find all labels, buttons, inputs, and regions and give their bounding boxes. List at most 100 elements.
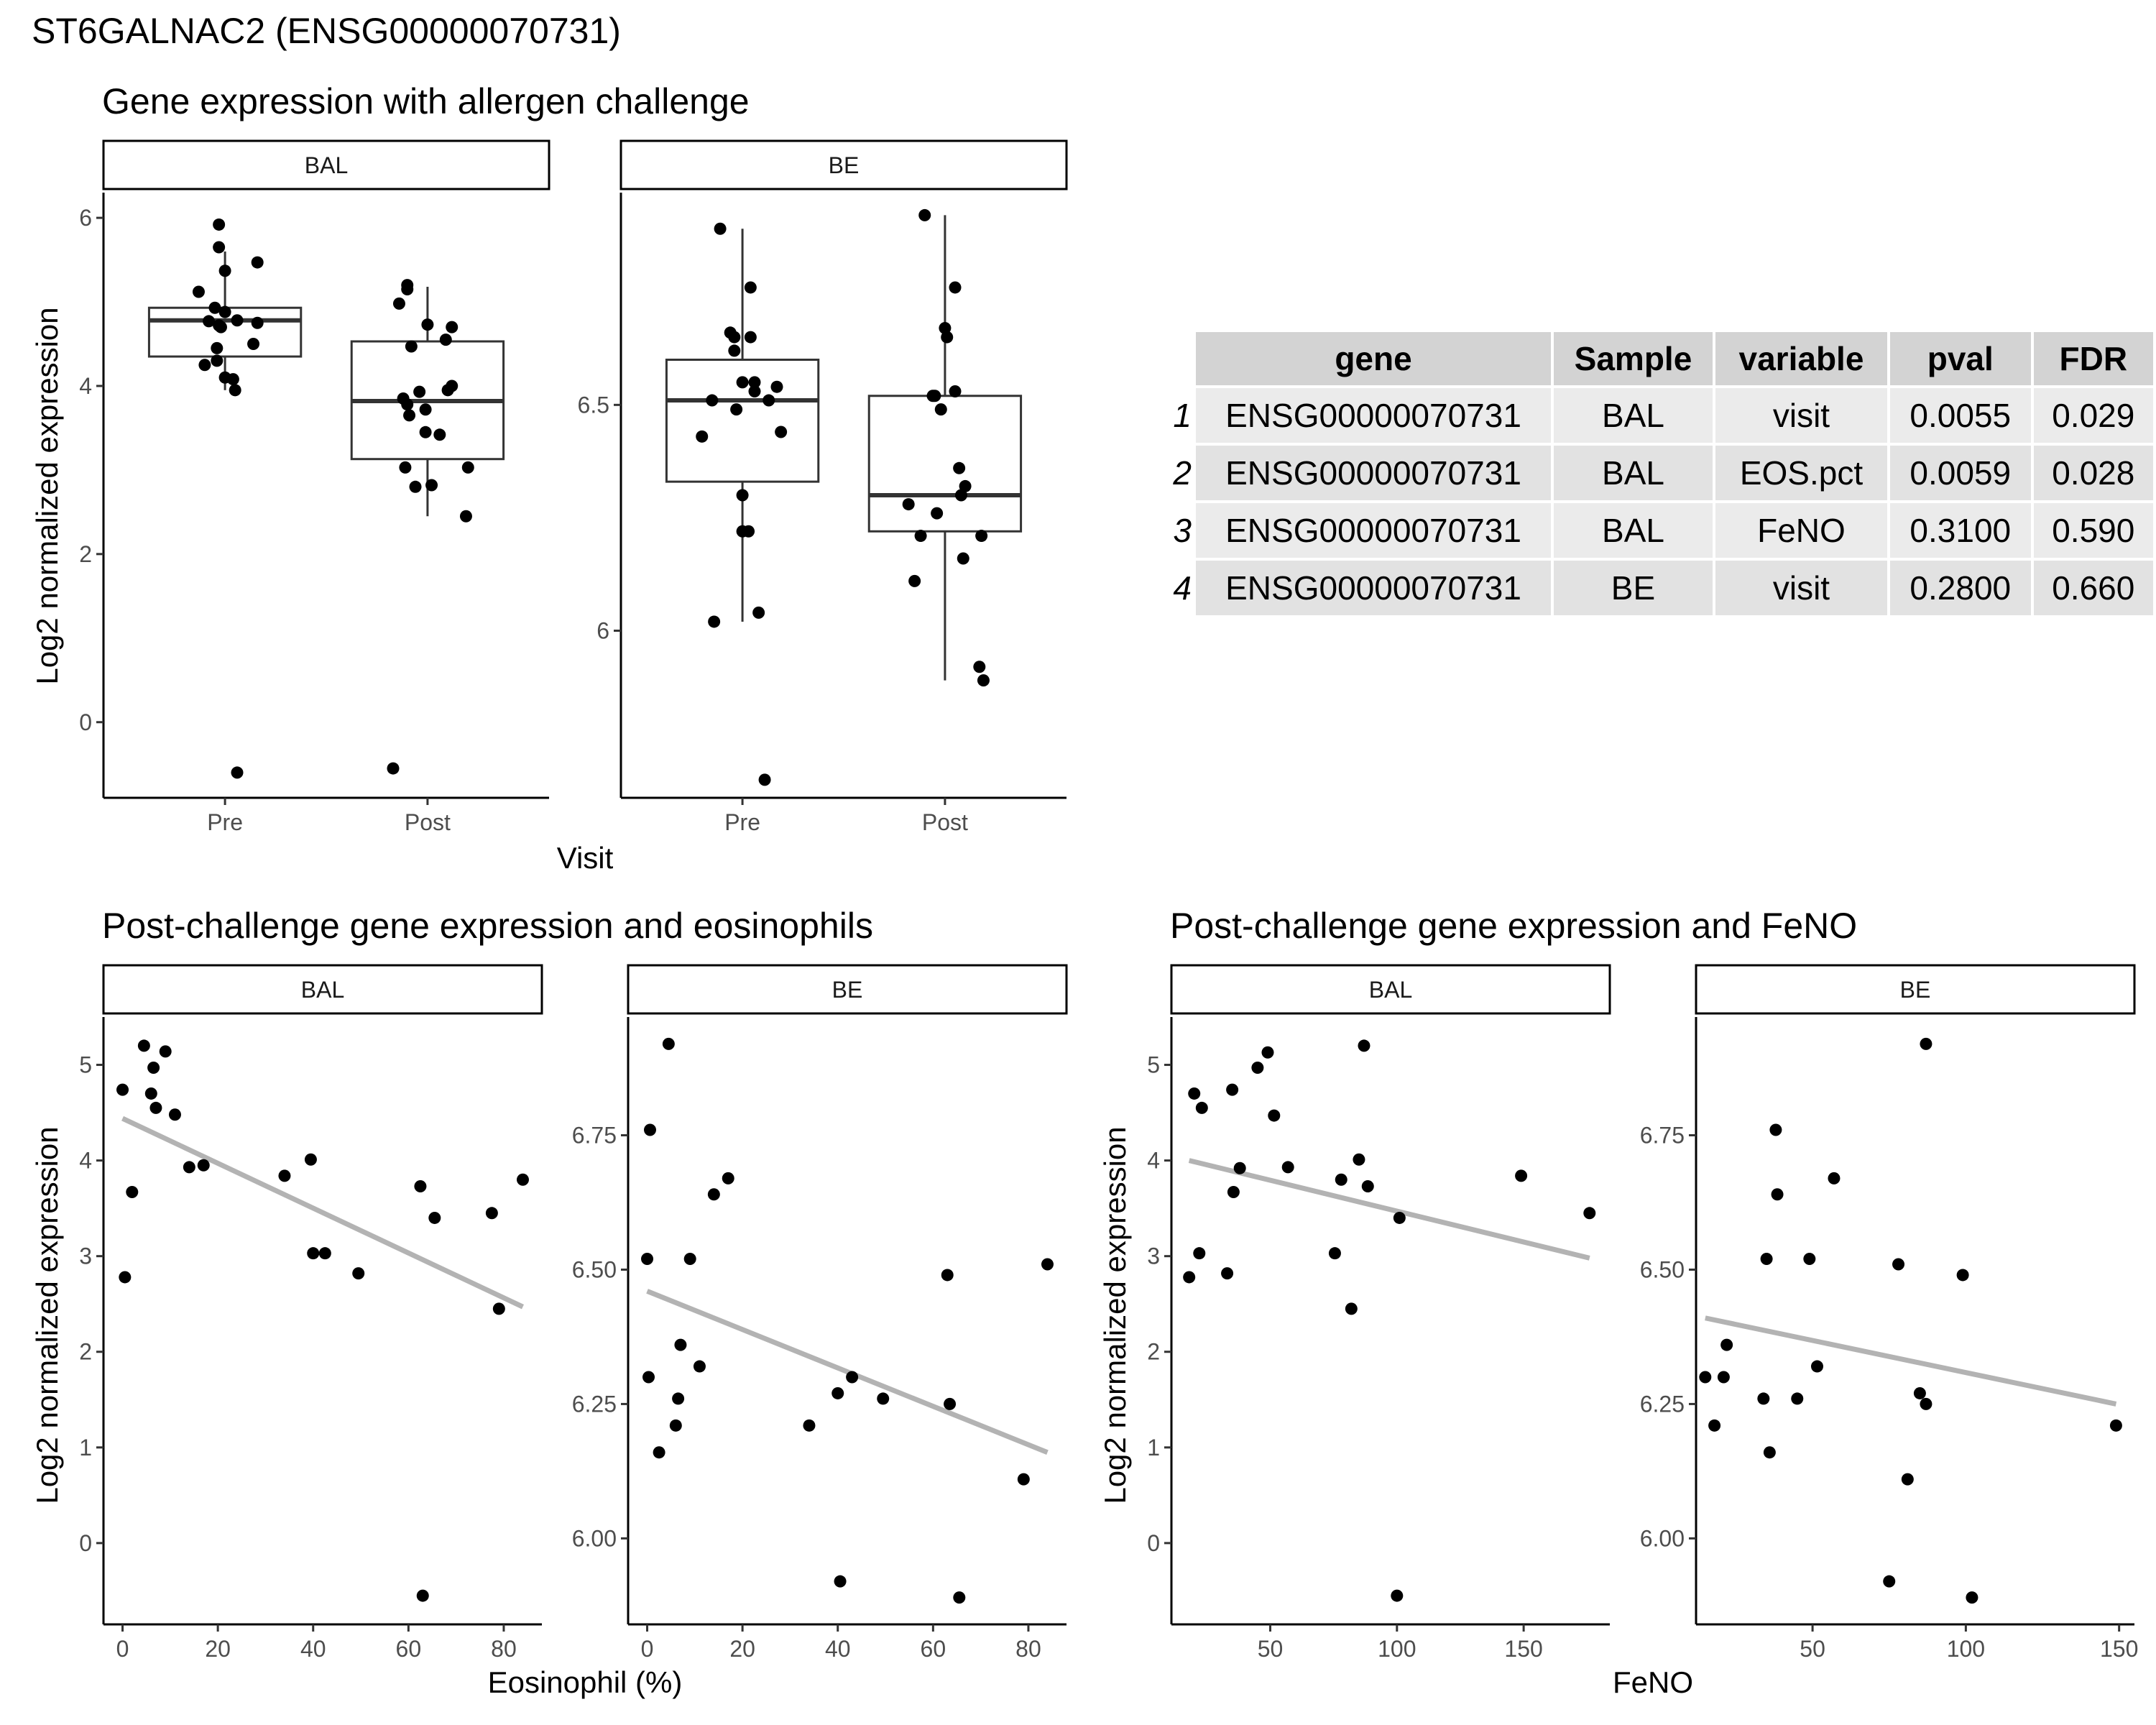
data-point: [459, 510, 472, 523]
data-point: [1345, 1302, 1358, 1315]
data-point: [231, 766, 244, 779]
y-tick-label: 3: [1147, 1243, 1160, 1269]
data-point: [116, 1083, 129, 1096]
y-tick-label: 0: [1147, 1530, 1160, 1556]
data-point: [197, 1159, 210, 1172]
y-tick-label: 6.75: [572, 1123, 617, 1149]
y-tick-label: 6.5: [578, 392, 609, 418]
data-point: [877, 1392, 890, 1405]
data-point: [213, 218, 226, 231]
y-tick-label: 1: [1147, 1435, 1160, 1460]
cell-fdr: 0.029: [2033, 388, 2153, 443]
data-point: [137, 1039, 150, 1052]
data-point: [728, 344, 741, 357]
data-point: [1391, 1589, 1404, 1602]
data-point: [653, 1446, 665, 1459]
data-point: [211, 354, 224, 367]
strip-label-feno-bal: BAL: [1369, 977, 1412, 1003]
data-point: [1920, 1037, 1932, 1050]
y-tick-label: 6.25: [572, 1391, 617, 1417]
column-header-pval: pval: [1890, 332, 2031, 385]
cell-fdr: 0.660: [2033, 561, 2153, 615]
data-point: [409, 480, 422, 493]
cell-sample: BAL: [1554, 503, 1713, 558]
data-point: [1810, 1360, 1823, 1373]
data-point: [748, 376, 761, 389]
data-point: [775, 426, 788, 438]
data-point: [944, 1397, 957, 1410]
row-number: 1: [1173, 397, 1192, 434]
y-tick-label: 1: [79, 1435, 92, 1460]
y-tick-label: 0: [79, 1530, 92, 1556]
data-point: [736, 489, 749, 502]
cell-sample: BE: [1554, 561, 1713, 615]
data-point: [1720, 1338, 1733, 1351]
data-point: [251, 256, 264, 269]
data-point: [693, 1360, 706, 1373]
data-point: [744, 281, 757, 294]
data-point: [929, 390, 941, 402]
data-point: [1757, 1392, 1770, 1405]
data-point: [973, 661, 986, 673]
panel-feno-bal: 0 1 2 3 4 5 50 100 150: [1147, 1017, 1610, 1662]
data-point: [183, 1161, 195, 1174]
data-point: [752, 606, 765, 619]
regression-line: [121, 1116, 524, 1310]
data-point: [1193, 1247, 1206, 1260]
data-point: [1335, 1173, 1348, 1186]
y-tick-label: 2: [1147, 1339, 1160, 1365]
x-tick-label: 0: [641, 1636, 654, 1662]
data-point: [211, 341, 224, 354]
data-point: [1828, 1172, 1841, 1184]
data-point: [1353, 1153, 1365, 1166]
data-point: [401, 282, 414, 295]
y-tick-label: 6.00: [572, 1525, 617, 1551]
data-point: [846, 1371, 859, 1384]
data-point: [1233, 1162, 1246, 1174]
cell-fdr: 0.028: [2033, 446, 2153, 500]
y-tick-label: 4: [79, 373, 92, 399]
data-point: [307, 1247, 320, 1260]
regression-line: [1705, 1315, 2117, 1407]
data-point: [641, 1253, 654, 1266]
x-tick-label: 20: [205, 1636, 231, 1662]
data-point: [1966, 1591, 1978, 1604]
table-row: 4 ENSG00000070731 BE visit 0.2800 0.660: [1167, 561, 2153, 615]
data-point: [1226, 1083, 1239, 1096]
data-point: [318, 1247, 331, 1260]
x-axis-title-eosinophil: Eosinophil (%): [488, 1665, 683, 1699]
data-point: [149, 1101, 162, 1114]
y-tick-label: 5: [1147, 1052, 1160, 1078]
data-point: [1956, 1269, 1969, 1282]
cell-pval: 0.2800: [1890, 561, 2031, 615]
x-tick-label: 100: [1378, 1636, 1416, 1662]
data-point: [147, 1062, 160, 1075]
data-point: [247, 338, 260, 350]
row-number: 4: [1173, 569, 1192, 607]
data-point: [1583, 1207, 1596, 1220]
x-tick-label: 60: [921, 1636, 946, 1662]
strip-eos-be: BE: [627, 964, 1068, 1015]
data-point: [1195, 1101, 1208, 1114]
data-point: [1769, 1123, 1782, 1136]
data-point: [1515, 1169, 1528, 1182]
y-axis-title-allergen: Log2 normalized expression: [30, 307, 64, 684]
cell-pval: 0.3100: [1890, 503, 2031, 558]
box-iqr: [867, 395, 1023, 533]
cell-variable: FeNO: [1715, 503, 1887, 558]
data-point: [433, 428, 446, 441]
data-point: [742, 525, 755, 538]
regression-line: [646, 1289, 1049, 1455]
cell-pval: 0.0055: [1890, 388, 2031, 443]
x-axis-title-feno: FeNO: [1613, 1665, 1693, 1699]
data-point: [708, 615, 721, 628]
strip-box-be: BE: [619, 139, 1068, 190]
column-header-gene: gene: [1196, 332, 1552, 385]
data-point: [144, 1087, 157, 1100]
data-point: [218, 264, 231, 277]
column-header-sample: Sample: [1554, 332, 1713, 385]
data-point: [421, 318, 434, 331]
column-header-variable: variable: [1715, 332, 1887, 385]
cell-variable: visit: [1715, 561, 1887, 615]
data-point: [730, 403, 743, 416]
